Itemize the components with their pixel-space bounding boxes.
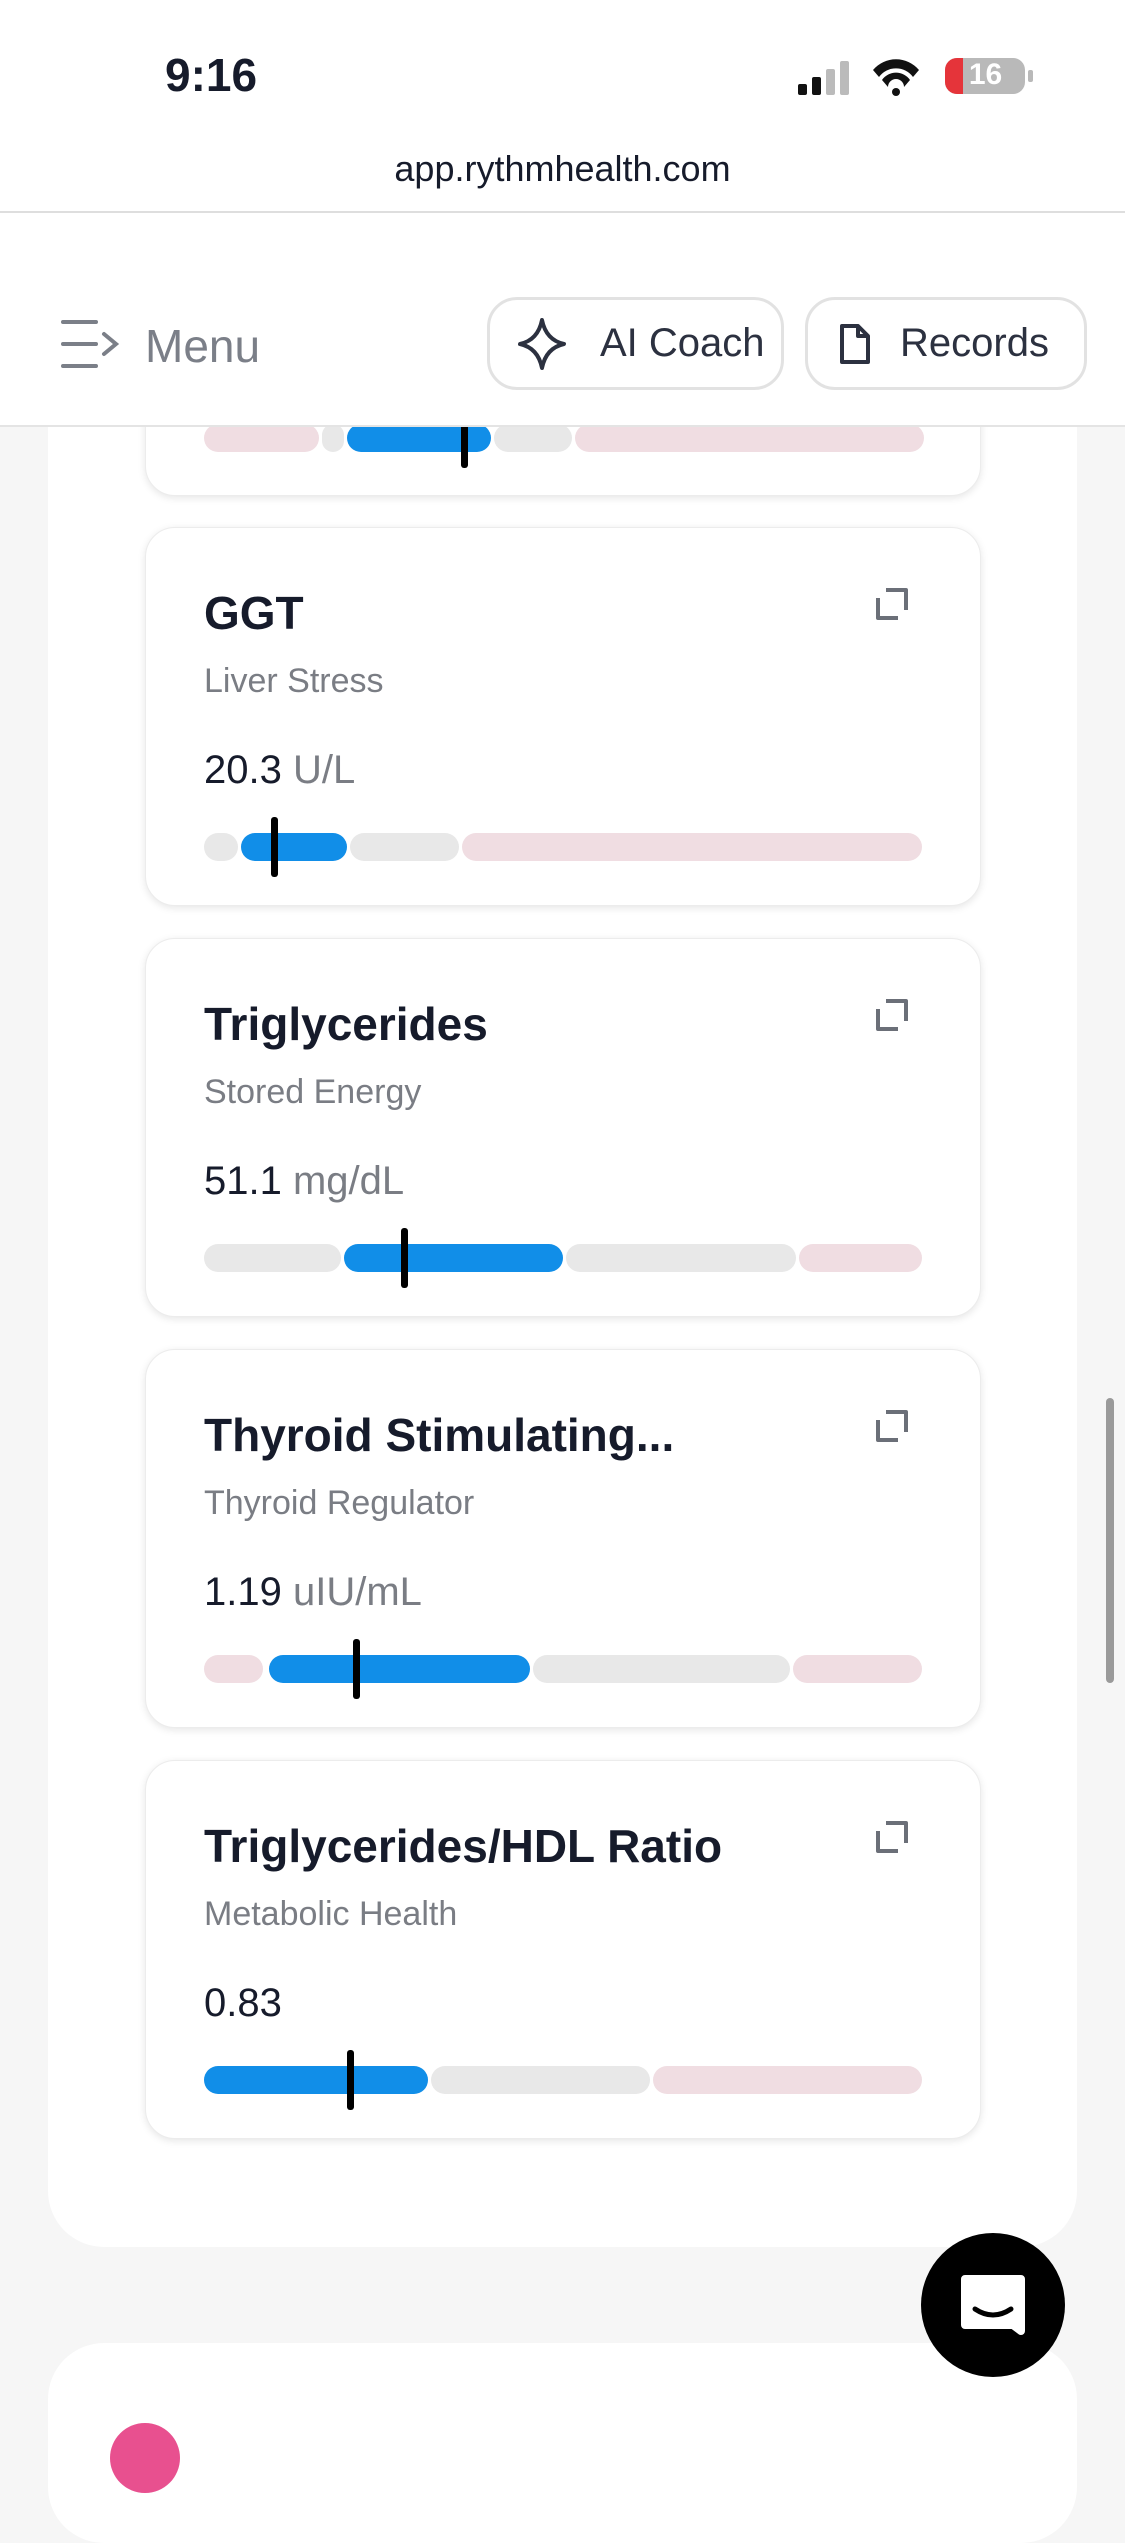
range-segment	[566, 1244, 797, 1272]
card-subtitle: Stored Energy	[204, 1073, 422, 1111]
range-segment	[241, 833, 347, 861]
value-marker	[347, 2050, 355, 2110]
range-segment	[430, 2066, 650, 2094]
status-icons	[798, 58, 1033, 96]
range-segment	[575, 424, 924, 452]
records-label: Records	[900, 321, 1049, 365]
clock: 9:16	[165, 49, 258, 101]
ai-coach-button[interactable]: AI Coach	[487, 297, 784, 390]
menu-icon[interactable]	[60, 318, 120, 370]
value-row: 51.1 mg/dL	[204, 1159, 404, 1204]
document-icon	[840, 323, 870, 364]
expand-icon[interactable]	[872, 1406, 912, 1446]
range-segment	[204, 1244, 341, 1272]
range-segment	[204, 1655, 264, 1683]
card-title: GGT	[204, 587, 304, 639]
range-segment	[204, 424, 319, 452]
range-segment	[799, 1244, 922, 1272]
range-segment	[322, 424, 344, 452]
range-segment	[792, 1655, 922, 1683]
card-title: Triglycerides	[204, 998, 488, 1050]
expand-icon[interactable]	[872, 584, 912, 624]
card-subtitle: Liver Stress	[204, 662, 384, 700]
battery-level: 16	[968, 58, 1003, 91]
value-row: 0.83	[204, 1981, 282, 2026]
unit: U/L	[292, 748, 356, 792]
range-segment	[269, 1655, 531, 1683]
value-row: 20.3 U/L	[204, 748, 355, 793]
status-and-url-bar: 9:16 16 app.rythmhealth.com	[0, 0, 1125, 213]
value-marker	[353, 1639, 361, 1699]
unit: uIU/mL	[292, 1570, 422, 1614]
card-subtitle: Thyroid Regulator	[204, 1484, 475, 1522]
value: 0.83	[204, 1981, 282, 2025]
metric-card[interactable]: GGT Liver Stress 20.3 U/L	[145, 527, 981, 906]
range-segment	[653, 2066, 922, 2094]
metric-card[interactable]: Triglycerides/HDL Ratio Metabolic Health 0…	[145, 1760, 981, 2139]
metric-card[interactable]: Thyroid Stimulating... Thyroid Regulator 1…	[145, 1349, 981, 1728]
range-segment	[347, 424, 491, 452]
value-marker	[401, 1228, 409, 1288]
metric-card[interactable]: Triglycerides Stored Energy 51.1 mg/dL	[145, 938, 981, 1317]
scrollbar	[1106, 1398, 1114, 1683]
value-row: 1.19 uIU/mL	[204, 1570, 422, 1615]
records-button[interactable]: Records	[805, 297, 1087, 390]
range-segment	[204, 2066, 428, 2094]
card-title: Thyroid Stimulating...	[204, 1409, 675, 1461]
sparkle-icon	[518, 317, 566, 370]
range-segment	[461, 833, 922, 861]
chat-button[interactable]	[921, 2233, 1065, 2377]
expand-icon[interactable]	[872, 1817, 912, 1857]
range-segment	[350, 833, 459, 861]
expand-icon[interactable]	[872, 995, 912, 1035]
unit: mg/dL	[292, 1159, 405, 1203]
range-segment	[204, 833, 239, 861]
range-segment	[533, 1655, 790, 1683]
value: 51.1	[204, 1159, 282, 1203]
value: 20.3	[204, 748, 282, 792]
value-marker	[270, 817, 278, 877]
app-header: Menu AI Coach Records	[0, 213, 1125, 427]
menu-label[interactable]: Menu	[145, 320, 261, 372]
range-segment	[494, 424, 572, 452]
ai-coach-label: AI Coach	[600, 321, 765, 365]
card-subtitle: Metabolic Health	[204, 1895, 458, 1933]
url[interactable]: app.rythmhealth.com	[394, 148, 731, 189]
avatar	[110, 2423, 180, 2493]
range-segment	[343, 1244, 563, 1272]
value-marker	[461, 408, 468, 468]
card-title: Triglycerides/HDL Ratio	[204, 1820, 723, 1872]
value: 1.19	[204, 1570, 282, 1614]
